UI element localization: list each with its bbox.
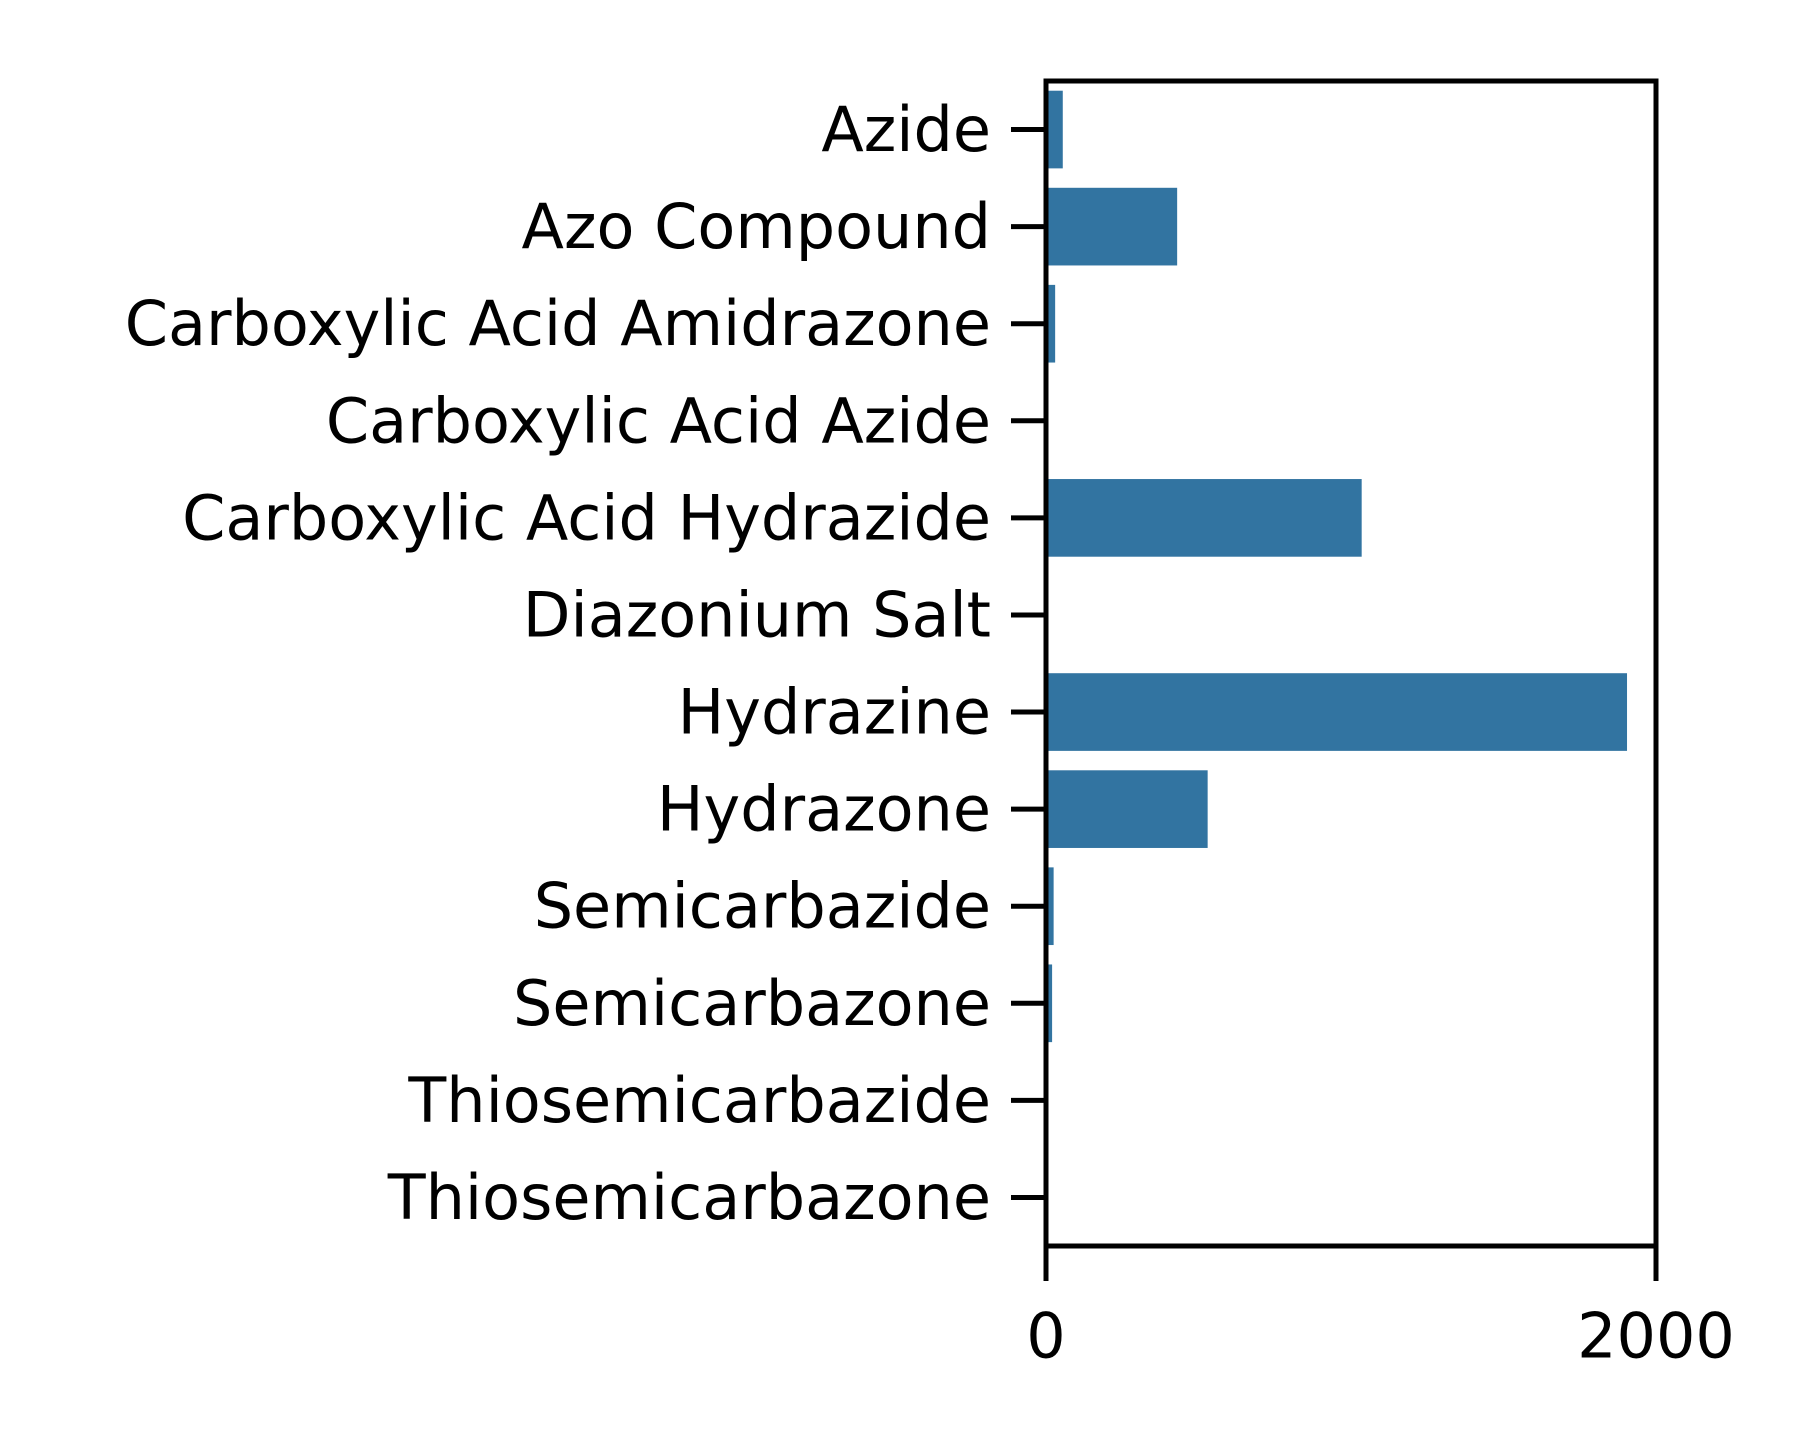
category-label: Carboxylic Acid Hydrazide (182, 481, 991, 554)
bar (1046, 867, 1054, 946)
x-axis-tick-labels: 0 2000 (1026, 1299, 1735, 1372)
bar (1046, 284, 1056, 363)
category-label: Azo Compound (522, 190, 991, 263)
category-label: Thiosemicarbazone (387, 1161, 991, 1234)
category-label: Hydrazine (678, 676, 991, 749)
category-label: Carboxylic Acid Amidrazone (125, 287, 991, 360)
bar (1046, 90, 1063, 169)
x-tick-label: 2000 (1577, 1299, 1735, 1372)
category-label: Carboxylic Acid Azide (326, 384, 991, 457)
category-label: Thiosemicarbazide (407, 1064, 991, 1137)
bar (1046, 187, 1178, 266)
x-tick-label: 0 (1026, 1299, 1065, 1372)
category-label: Semicarbazide (534, 870, 991, 943)
bar (1046, 770, 1208, 848)
plot-frame (1043, 78, 1659, 1249)
category-label: Azide (821, 93, 991, 166)
category-label: Diazonium Salt (523, 578, 991, 651)
y-axis-tick-labels: Azide Azo Compound Carboxylic Acid Amidraz… (125, 93, 991, 1234)
bar (1046, 964, 1053, 1043)
y-axis-ticks (1011, 127, 1046, 1200)
x-axis-ticks (1043, 1246, 1659, 1281)
category-label: Hydrazone (657, 773, 991, 846)
bar (1046, 479, 1362, 557)
bar (1046, 673, 1628, 751)
bars-group (1046, 90, 1628, 1043)
category-label: Semicarbazone (513, 967, 991, 1040)
